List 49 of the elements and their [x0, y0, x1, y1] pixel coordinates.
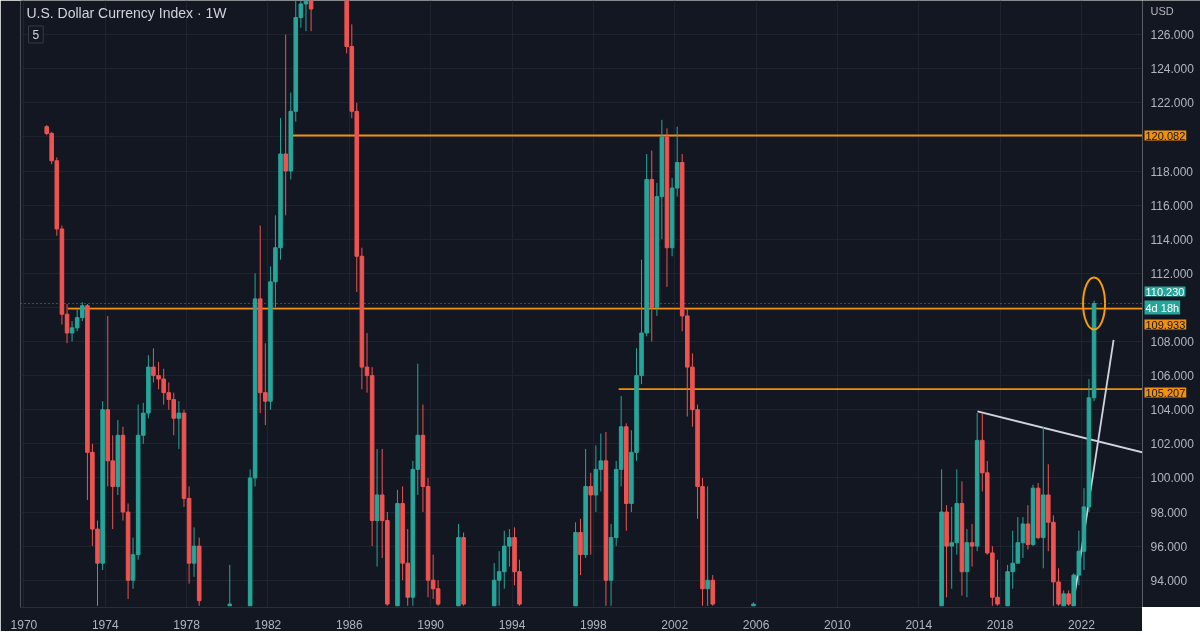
data-label: 109.933 — [1145, 318, 1186, 331]
candlestick — [710, 574, 716, 607]
y-tick-label: 114.000 — [1150, 232, 1194, 247]
ref-line-label: 110.230 — [1145, 285, 1185, 298]
candlestick — [435, 579, 441, 607]
candlestick — [176, 400, 182, 450]
x-tick-label: 1974 — [91, 617, 119, 632]
x-tick-label: 1978 — [173, 617, 201, 632]
data-label: 105.207 — [1145, 386, 1186, 399]
x-tick-label: 2014 — [905, 617, 933, 632]
y-tick-label: 98.000 — [1150, 505, 1188, 520]
x-tick-label: 2006 — [742, 617, 770, 632]
x-tick-label: 1998 — [580, 617, 608, 632]
candlestick — [308, 0, 314, 32]
candlestick — [191, 526, 197, 578]
text: 4d 18h — [1145, 301, 1180, 314]
x-tick-label: 2002 — [661, 617, 689, 632]
candlestick — [705, 485, 710, 607]
y-tick-label: 102.000 — [1150, 437, 1195, 452]
candlestick — [1025, 504, 1031, 551]
x-tick-label: 2018 — [986, 617, 1014, 632]
candlestick — [969, 523, 975, 568]
y-tick-label: 126.000 — [1150, 28, 1195, 43]
y-tick-label: 116.000 — [1150, 198, 1194, 213]
y-tick-label: 96.000 — [1150, 539, 1188, 554]
x-tick-label: 1986 — [335, 617, 363, 632]
text: USD — [1150, 4, 1174, 17]
y-tick-label: 112.000 — [1150, 266, 1194, 281]
y-tick-label: 104.000 — [1150, 403, 1195, 418]
chart-title: U.S. Dollar Currency Index · 1W — [26, 4, 228, 21]
y-tick-label: 108.000 — [1150, 335, 1195, 350]
x-tick-label: 2010 — [824, 617, 852, 632]
x-tick-label: 1982 — [254, 617, 282, 632]
annotation: 5 — [32, 28, 40, 42]
y-tick-label: 106.000 — [1150, 369, 1195, 384]
y-tick-label: 124.000 — [1150, 62, 1195, 77]
x-tick-label: 1994 — [498, 617, 526, 632]
y-tick-label: 100.000 — [1150, 471, 1195, 486]
x-tick-label: 2022 — [1068, 617, 1096, 632]
y-tick-label: 122.000 — [1150, 96, 1195, 111]
candlestick — [578, 518, 583, 576]
data-label: 120.082 — [1145, 129, 1186, 142]
x-tick-label: 1970 — [10, 617, 38, 632]
y-tick-label: 118.000 — [1150, 164, 1194, 179]
y-tick-label: 94.000 — [1150, 573, 1188, 588]
candlestick — [283, 34, 288, 216]
candlestick — [227, 564, 233, 607]
x-tick-label: 1990 — [417, 617, 445, 632]
candlestick — [588, 472, 594, 556]
